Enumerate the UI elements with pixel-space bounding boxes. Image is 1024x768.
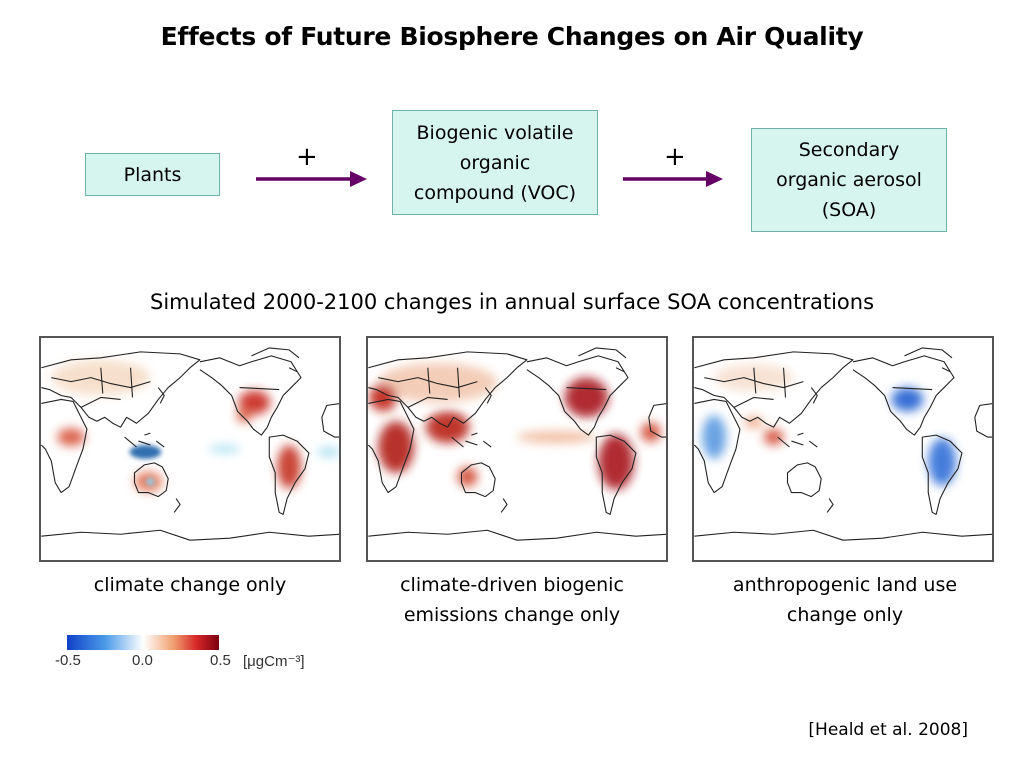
plus-sign-2: + [664, 142, 686, 172]
colorbar-min-label: -0.5 [55, 652, 81, 669]
voc-label-line3: compound (VOC) [413, 181, 577, 204]
arrow-plants-to-voc [256, 171, 367, 187]
citation: [Heald et al. 2008] [808, 720, 968, 740]
slide-title: Effects of Future Biosphere Changes on A… [160, 22, 864, 51]
maps-subtitle: Simulated 2000-2100 changes in annual su… [149, 290, 875, 314]
caption-line: climate change only [93, 574, 287, 596]
map-land-use-change [692, 336, 994, 562]
colorbar-unit: [μgCm⁻³] [243, 653, 305, 670]
caption-line: emissions change only [403, 604, 621, 626]
caption-line: anthropogenic land use [732, 574, 958, 596]
soa-label-line1: Secondary [798, 139, 900, 161]
map-caption-1: climate change only [30, 570, 350, 600]
map-climate-change-only [39, 336, 341, 562]
soa-box: Secondary organic aerosol (SOA) [751, 128, 947, 232]
soa-label-line3: (SOA) [821, 199, 877, 221]
map-caption-3: anthropogenic land use change only [685, 570, 1005, 630]
plants-box: Plants [85, 153, 220, 196]
arrow-voc-to-soa [623, 171, 723, 187]
map-biogenic-emissions-change [366, 336, 668, 562]
caption-line: climate-driven biogenic [400, 574, 624, 596]
plus-sign-1: + [296, 142, 318, 172]
plants-label: Plants [123, 163, 182, 186]
voc-box: Biogenic volatile organic compound (VOC) [392, 110, 598, 215]
soa-label-line2: organic aerosol [776, 169, 922, 191]
map-caption-2: climate-driven biogenic emissions change… [352, 570, 672, 630]
colorbar-mid-label: 0.0 [132, 652, 153, 669]
caption-line: change only [786, 604, 904, 626]
voc-label-line1: Biogenic volatile [416, 121, 574, 144]
colorbar [67, 635, 219, 650]
colorbar-max-label: 0.5 [210, 652, 231, 669]
voc-label-line2: organic [459, 151, 531, 174]
